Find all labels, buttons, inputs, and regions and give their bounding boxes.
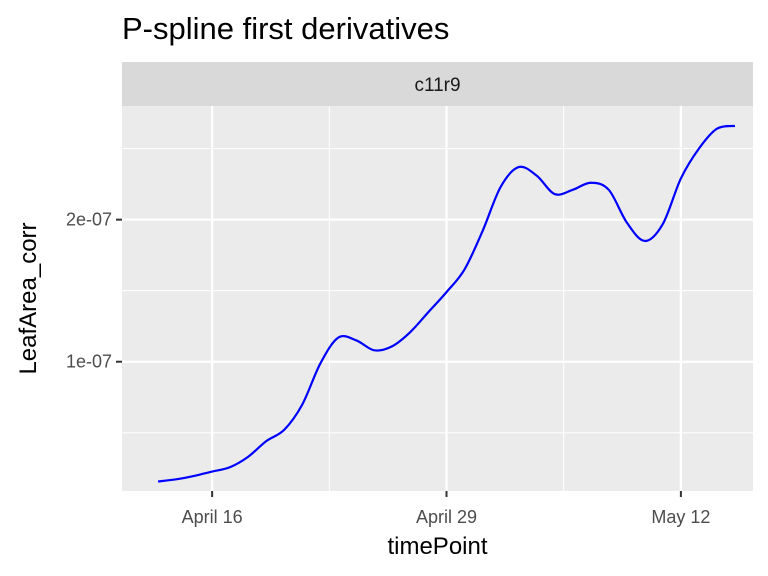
series-layer <box>157 124 736 483</box>
y-tick-labels: 1e-07 2e-07 <box>66 210 112 372</box>
x-tick-label: April 29 <box>416 507 477 527</box>
y-tick-label: 2e-07 <box>66 210 112 230</box>
major-gridlines <box>122 106 753 491</box>
axis-ticks <box>116 218 682 497</box>
x-tick-label: April 16 <box>182 507 243 527</box>
x-axis-title: timePoint <box>387 533 487 560</box>
y-axis-title: LeafArea_corr <box>15 222 42 374</box>
facet-strip-label: c11r9 <box>414 75 460 96</box>
series-line-0 <box>157 124 736 483</box>
chart-title: P-spline first derivatives <box>122 11 449 46</box>
x-tick-labels: April 16 April 29 May 12 <box>182 507 711 527</box>
y-tick-label: 1e-07 <box>66 352 112 372</box>
plot-panel <box>122 106 753 491</box>
facet-strip <box>122 62 753 106</box>
minor-gridlines <box>122 106 753 491</box>
x-tick-label: May 12 <box>651 507 710 527</box>
